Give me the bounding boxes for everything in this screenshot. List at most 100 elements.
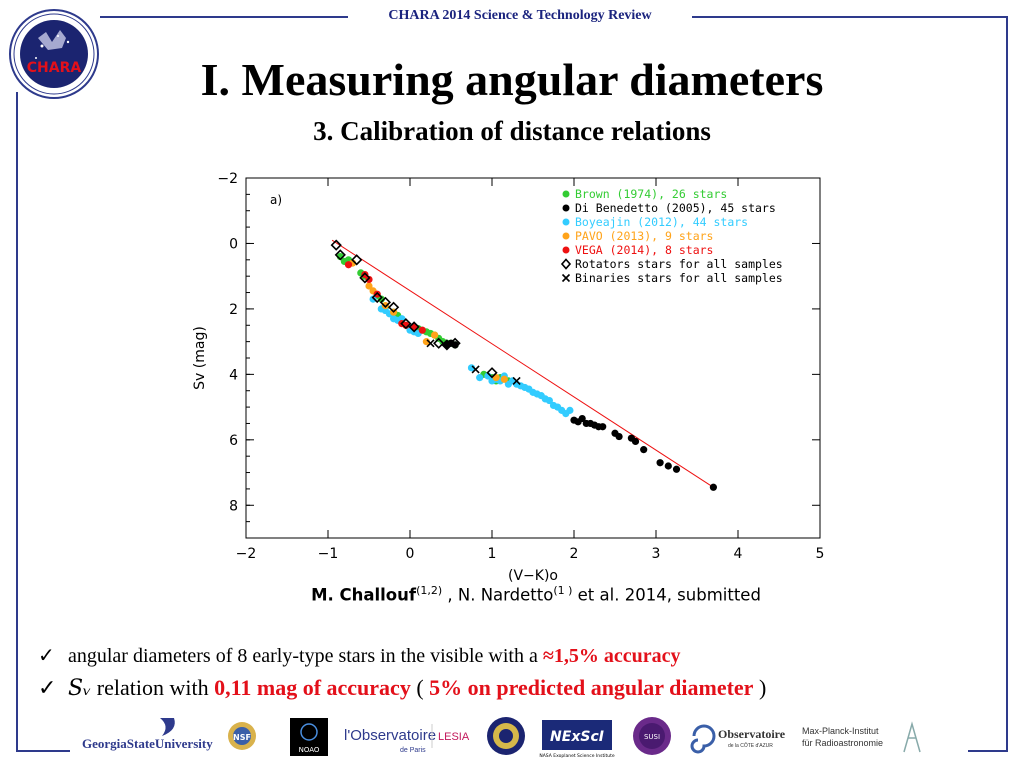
legend-label: VEGA (2014), 8 stars bbox=[575, 243, 713, 257]
x-tick-label: 2 bbox=[570, 546, 579, 562]
bullet-highlight-mag: 0,11 mag of accuracy bbox=[214, 675, 411, 700]
georgia-state-logo: GeorgiaStateUniversity bbox=[82, 718, 213, 751]
checkmark-icon: ✓ bbox=[38, 675, 57, 700]
data-point-rotator bbox=[371, 291, 383, 304]
caption-author1-sup: (1,2) bbox=[416, 584, 443, 597]
y-tick-label: 2 bbox=[229, 302, 238, 318]
svg-text:GeorgiaStateUniversity: GeorgiaStateUniversity bbox=[82, 736, 213, 751]
y-tick-label: 0 bbox=[229, 236, 238, 252]
fit-line-group bbox=[331, 239, 714, 488]
x-tick-label: 4 bbox=[734, 546, 743, 562]
chara-logo-text: CHARA bbox=[27, 60, 82, 76]
data-point bbox=[344, 261, 353, 269]
observatoire-paris-logo: l'Observatoire de Paris bbox=[344, 727, 436, 754]
y-tick-label: 4 bbox=[229, 367, 238, 383]
observatoire-cote-azur-logo: Observatoire de la CÔTE d'AZUR bbox=[718, 727, 786, 749]
nsf-logo: NSF bbox=[228, 722, 256, 750]
legend-marker bbox=[562, 232, 570, 240]
data-point-rotator bbox=[379, 296, 392, 308]
data-point-rotator bbox=[433, 337, 445, 349]
legend-marker bbox=[560, 258, 572, 270]
svg-text:NExScI: NExScI bbox=[550, 729, 604, 745]
data-point bbox=[656, 459, 664, 467]
data-point bbox=[566, 406, 574, 414]
data-point-rotator bbox=[351, 254, 363, 266]
y-axis-label: Sv (mag) bbox=[192, 326, 208, 390]
data-point bbox=[422, 338, 430, 346]
page-title: I. Measuring angular diameters bbox=[200, 54, 824, 105]
susi-logo: SUSI bbox=[633, 717, 671, 755]
checkmark-icon: ✓ bbox=[38, 645, 55, 667]
data-point-rotator bbox=[486, 367, 498, 379]
caption-rest: et al. 2014, submitted bbox=[572, 585, 761, 605]
lesia-logo: LESIA bbox=[431, 724, 470, 748]
svg-text:de Paris: de Paris bbox=[400, 747, 426, 754]
fit-line bbox=[331, 239, 714, 488]
data-point bbox=[640, 446, 648, 454]
x-axis-label: (V−K)o bbox=[508, 568, 558, 584]
data-point-rotator bbox=[359, 272, 371, 284]
x-tick-label: 1 bbox=[488, 546, 497, 562]
svg-text:NOAO: NOAO bbox=[299, 746, 320, 754]
legend-label: Boyeajin (2012), 44 stars bbox=[575, 215, 748, 229]
max-planck-logo: Max-Planck-Institut für Radioastronomie bbox=[802, 726, 883, 748]
caption-author2-sup: (1 ) bbox=[553, 584, 573, 597]
data-point-rotator bbox=[408, 321, 420, 333]
x-tick-label: −2 bbox=[236, 546, 257, 562]
data-point bbox=[365, 282, 373, 290]
svg-text:l'Observatoire: l'Observatoire bbox=[344, 727, 436, 744]
data-point bbox=[615, 432, 623, 441]
data-point-rotator bbox=[334, 249, 346, 261]
data-point bbox=[545, 396, 553, 405]
data-point bbox=[476, 374, 484, 382]
legend-label: Di Benedetto (2005), 45 stars bbox=[575, 201, 776, 215]
data-point bbox=[373, 290, 381, 298]
michigan-logo bbox=[487, 717, 525, 755]
figure-caption: M. Challouf(1,2) , N. Nardetto(1 ) et al… bbox=[0, 584, 1024, 605]
bullet-paren-close: ) bbox=[753, 675, 767, 700]
data-point bbox=[709, 483, 718, 491]
data-point bbox=[467, 364, 476, 372]
bullet-paren-open: ( bbox=[410, 675, 430, 700]
svg-text:Max-Planck-Institut: Max-Planck-Institut bbox=[802, 726, 879, 736]
data-point-rotator bbox=[330, 239, 342, 251]
svg-text:de la CÔTE d'AZUR: de la CÔTE d'AZUR bbox=[728, 742, 773, 749]
y-tick-label: 8 bbox=[229, 498, 238, 514]
data-point bbox=[418, 326, 426, 334]
frame-line-right bbox=[1006, 16, 1008, 752]
data-point-rotator bbox=[449, 337, 461, 349]
sv-symbol: Sᵥ bbox=[68, 676, 92, 701]
x-tick-label: 0 bbox=[406, 546, 415, 562]
legend-label: Rotators stars for all samples bbox=[575, 257, 783, 271]
telescope-logo bbox=[903, 721, 921, 753]
frame-line-top-left bbox=[100, 16, 348, 18]
svg-text:Observatoire: Observatoire bbox=[718, 727, 786, 741]
bullet-accuracy: ✓ angular diameters of 8 early-type stars… bbox=[38, 643, 680, 668]
data-point bbox=[500, 375, 508, 383]
data-point-binary bbox=[471, 365, 480, 374]
data-point-rotator bbox=[387, 301, 400, 313]
spiral-logo bbox=[690, 724, 716, 754]
bullet-text: angular diameters of 8 early-type stars … bbox=[68, 645, 543, 667]
data-point bbox=[672, 465, 681, 473]
plot-border bbox=[245, 177, 821, 539]
svg-text:SUSI: SUSI bbox=[644, 733, 660, 741]
svg-text:NSF: NSF bbox=[233, 733, 251, 742]
x-tick-label: 5 bbox=[816, 546, 825, 562]
data-point bbox=[369, 295, 377, 303]
caption-author2: , N. Nardetto bbox=[442, 585, 554, 605]
legend-marker bbox=[561, 273, 571, 283]
bullet-text: relation with bbox=[91, 675, 215, 700]
y-tick-label: −2 bbox=[217, 171, 238, 187]
data-point bbox=[599, 423, 607, 431]
data-point bbox=[361, 270, 369, 279]
plot-frame bbox=[245, 177, 821, 539]
data-point bbox=[578, 414, 586, 423]
data-point bbox=[664, 462, 672, 470]
footer-logos: GeorgiaStateUniversity NSF NOAO l'Observ… bbox=[82, 717, 921, 759]
page-subtitle: 3. Calibration of distance relations bbox=[313, 116, 711, 146]
x-tick-label: −1 bbox=[318, 546, 339, 562]
legend-label: PAVO (2013), 9 stars bbox=[575, 229, 713, 243]
data-point bbox=[365, 275, 373, 284]
